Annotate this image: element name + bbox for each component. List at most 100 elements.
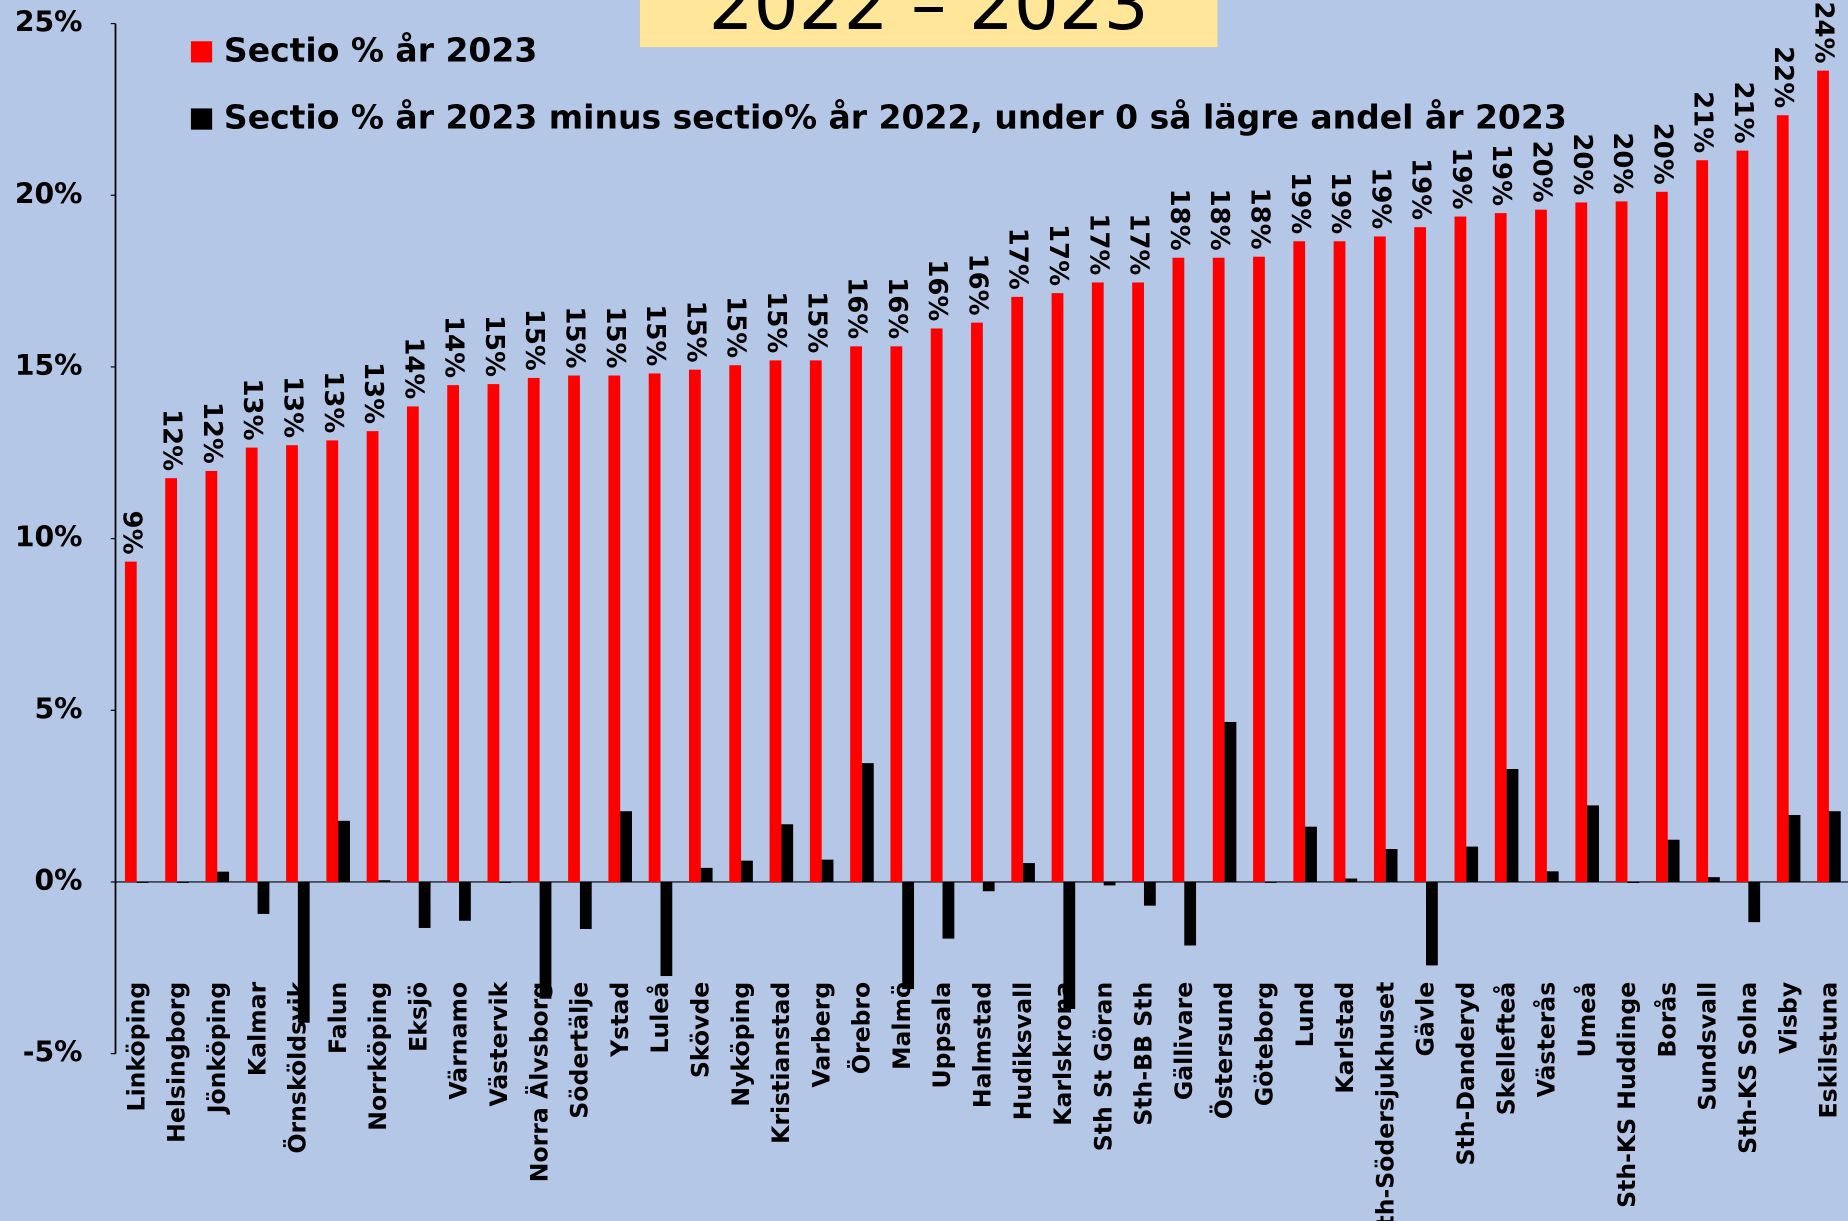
bar <box>982 881 995 892</box>
bar <box>165 478 178 882</box>
bar <box>1708 877 1720 882</box>
data-label: 19% <box>1285 172 1315 234</box>
x-tick-label: Borås <box>1653 982 1681 1058</box>
data-label: 12% <box>157 409 187 471</box>
bar <box>1535 209 1547 882</box>
x-tick-label: Helsingborg <box>163 982 191 1143</box>
x-tick-label: Varberg <box>807 982 835 1088</box>
x-tick-label: Örebro <box>848 982 876 1074</box>
x-tick-label: Örnsköldsvik <box>284 980 312 1153</box>
bar <box>366 431 379 882</box>
bar <box>1373 236 1386 882</box>
bar <box>1385 849 1398 882</box>
x-tick-label: Göteborg <box>1251 982 1279 1106</box>
x-tick-label: Gävle <box>1412 982 1440 1057</box>
x-tick-label: Sundsvall <box>1694 982 1722 1111</box>
data-label: 20% <box>1647 123 1677 185</box>
data-label: 19% <box>1365 167 1395 229</box>
bar <box>781 824 794 882</box>
bar <box>326 440 339 882</box>
data-label: 19% <box>1325 172 1355 234</box>
data-label: 18% <box>1164 189 1194 251</box>
bar <box>1454 216 1467 882</box>
bar <box>930 328 943 882</box>
data-label: 19% <box>1406 158 1436 220</box>
bar <box>568 375 580 882</box>
bar <box>447 385 460 882</box>
y-tick-label: -5% <box>23 1036 83 1069</box>
bar <box>971 322 983 882</box>
x-tick-label: Västerås <box>1533 982 1561 1098</box>
data-label: 19% <box>1486 144 1516 206</box>
data-label: 15% <box>560 306 590 368</box>
bar <box>459 881 471 921</box>
y-tick-label: 15% <box>15 349 83 382</box>
x-tick-label: Falun <box>324 982 352 1054</box>
bar <box>1587 805 1599 882</box>
data-label: 15% <box>479 315 509 377</box>
x-tick-label: Jönköping <box>203 982 231 1116</box>
bar <box>1305 826 1317 882</box>
x-tick-label: Hudiksvall <box>1009 982 1037 1121</box>
x-tick-label: Kalmar <box>243 981 271 1076</box>
x-tick-label: Östersund <box>1210 982 1238 1119</box>
bar <box>527 377 540 882</box>
bar <box>217 871 230 882</box>
x-tick-label: Västervik <box>485 980 513 1106</box>
bar <box>890 346 903 882</box>
x-tick-label: Sth-Danderyd <box>1452 982 1480 1166</box>
data-label: 9% <box>116 511 146 555</box>
bar <box>1615 201 1628 882</box>
bar <box>1546 871 1559 882</box>
x-tick-label: Visby <box>1774 982 1802 1054</box>
bar <box>1011 296 1024 882</box>
bar <box>1466 846 1479 882</box>
legend-swatch <box>190 41 213 63</box>
bar <box>1776 115 1789 882</box>
data-label: 16% <box>842 277 872 339</box>
data-label: 16% <box>882 277 912 339</box>
bar <box>648 373 661 882</box>
x-tick-label: Nyköping <box>727 982 755 1107</box>
data-label: 15% <box>519 309 549 371</box>
bar <box>539 881 552 999</box>
x-tick-label: Gällivare <box>1170 982 1198 1100</box>
bar <box>1253 256 1265 882</box>
bar <box>1506 768 1519 882</box>
data-label: 16% <box>962 254 992 316</box>
bar <box>660 881 673 977</box>
data-label: 21% <box>1728 82 1758 144</box>
bar <box>406 406 419 882</box>
x-tick-label: Sth St Göran <box>1089 982 1117 1151</box>
data-label: 14% <box>398 337 428 399</box>
bar <box>1143 881 1156 906</box>
bar <box>1655 191 1668 882</box>
bar <box>741 860 753 882</box>
data-label: 15% <box>721 296 751 358</box>
bar <box>499 881 512 883</box>
bar <box>205 470 218 882</box>
x-tick-label: Malmö <box>888 982 916 1070</box>
bar <box>286 445 298 882</box>
bar <box>1212 257 1225 882</box>
data-label: 15% <box>761 291 791 353</box>
x-tick-label: Södertälje <box>566 982 594 1119</box>
bar <box>1414 227 1427 882</box>
x-tick-label: Sth-BB Sth <box>1130 982 1158 1126</box>
data-label: 13% <box>237 379 267 441</box>
bar <box>1023 863 1035 882</box>
data-label: 20% <box>1607 132 1637 194</box>
bar <box>1063 881 1076 1010</box>
data-label: 21% <box>1688 91 1718 153</box>
x-tick-label: Ystad <box>606 982 634 1058</box>
bar <box>608 375 621 882</box>
data-label: 15% <box>680 301 710 363</box>
legend-label: Sectio % år 2023 minus sectio% år 2022, … <box>224 98 1567 137</box>
x-tick-label: Eskilstuna <box>1815 982 1843 1119</box>
bar <box>1224 721 1237 882</box>
data-label: 17% <box>1043 224 1073 286</box>
data-label: 13% <box>277 376 307 438</box>
x-tick-label: Sth-Södersjukhuset <box>1371 982 1399 1221</box>
data-label: 15% <box>640 304 670 366</box>
